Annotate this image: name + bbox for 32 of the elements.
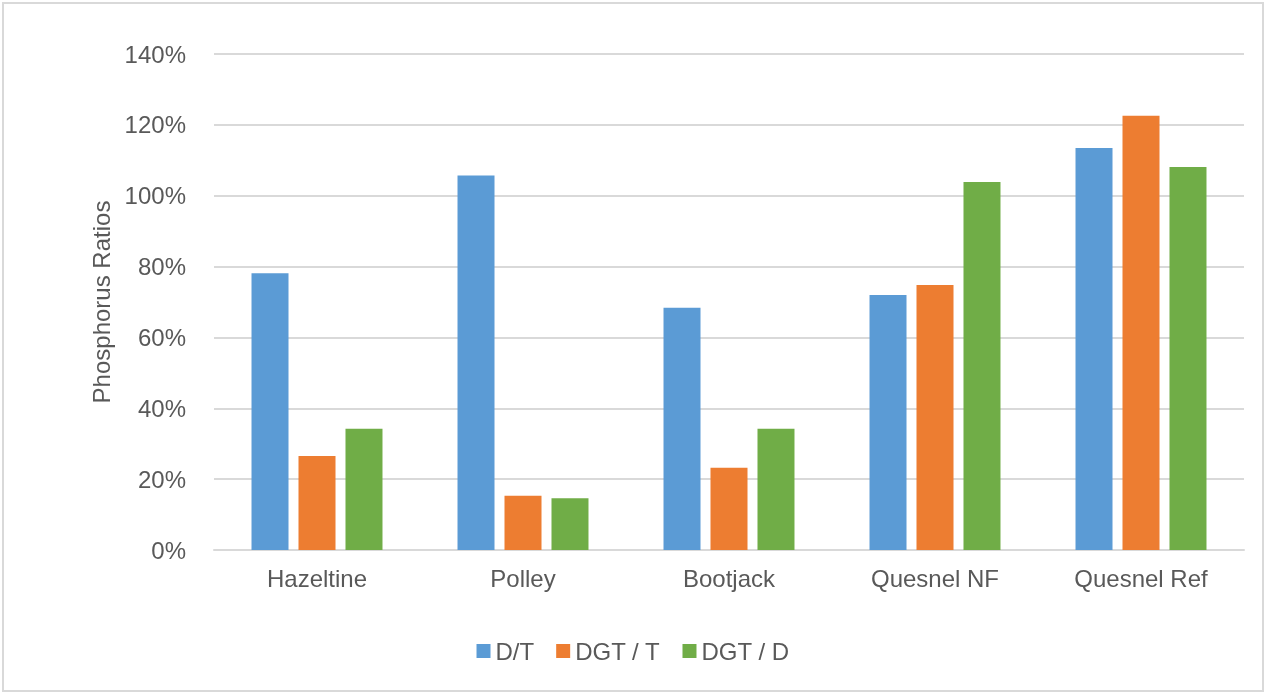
bar	[916, 284, 954, 550]
x-tick-label: Quesnel Ref	[1074, 564, 1209, 592]
y-tick-label: 20%	[137, 465, 186, 493]
x-tick-label: Bootjack	[682, 564, 777, 592]
y-tick-label: 140%	[124, 40, 186, 68]
y-tick-label: 120%	[124, 111, 186, 139]
bar	[663, 307, 701, 550]
x-tick-label: Hazeltine	[266, 564, 368, 592]
bar	[1122, 115, 1160, 550]
legend-label: DGT / T	[575, 637, 660, 665]
y-tick-label: 60%	[137, 323, 186, 351]
x-tick-label: Polley	[490, 564, 556, 592]
y-axis-title: Phosphorus Ratios	[88, 200, 116, 404]
bar	[1075, 147, 1113, 550]
bar	[457, 175, 495, 550]
y-tick-label: 40%	[137, 394, 186, 422]
y-tick-label: 100%	[124, 182, 186, 210]
bar	[298, 456, 336, 550]
bar	[1169, 167, 1207, 550]
bar	[504, 495, 542, 550]
bar	[251, 273, 289, 550]
y-tick-label: 0%	[151, 536, 186, 564]
bar	[710, 467, 748, 550]
bar	[869, 294, 907, 550]
bar	[757, 428, 795, 550]
legend-label: D/T	[495, 637, 535, 665]
y-tick-label: 80%	[137, 253, 186, 281]
bar	[551, 498, 589, 550]
legend-label: DGT / D	[701, 637, 790, 665]
x-tick-label: Quesnel NF	[870, 564, 1000, 592]
bar	[963, 181, 1001, 550]
bar	[345, 428, 383, 550]
